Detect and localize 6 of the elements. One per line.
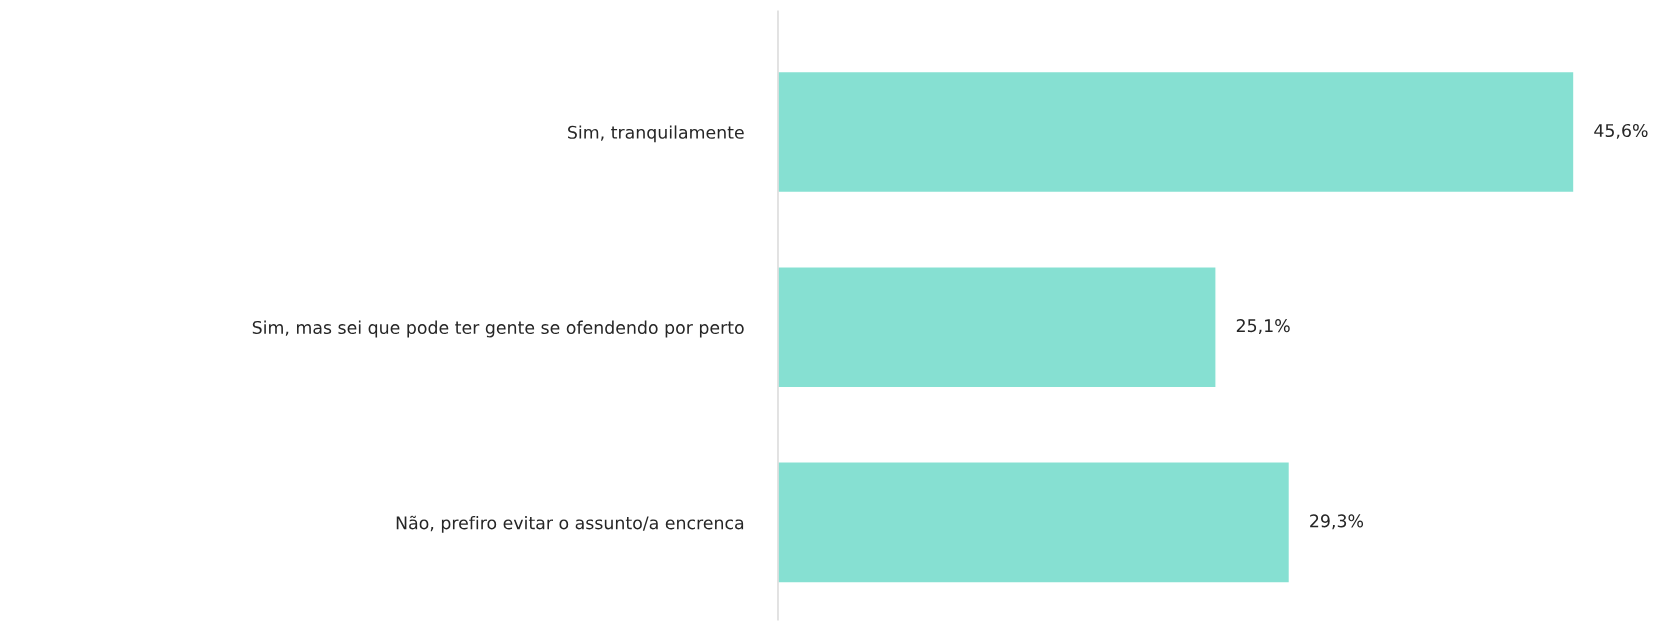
data-label: 29,3% (1310, 514, 1364, 530)
data-label: 25,1% (1236, 319, 1290, 335)
data-label: 45,6% (1594, 123, 1648, 139)
y-tick-label: Sim, tranquilamente (568, 125, 744, 143)
y-tick-label: Não, prefiro evitar o assunto/a encrenca (396, 515, 744, 533)
y-tick-label: Sim, mas sei que pode ter gente se ofendendo por perto (252, 320, 744, 338)
